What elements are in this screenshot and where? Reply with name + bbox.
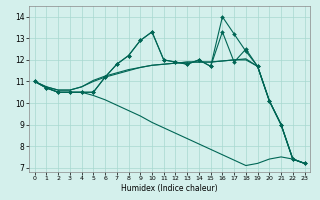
X-axis label: Humidex (Indice chaleur): Humidex (Indice chaleur) xyxy=(121,184,218,193)
